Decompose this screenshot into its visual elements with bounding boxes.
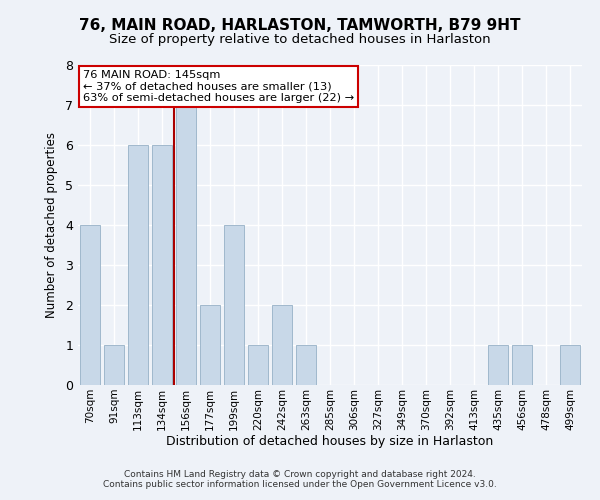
Bar	[296, 345, 316, 385]
X-axis label: Distribution of detached houses by size in Harlaston: Distribution of detached houses by size …	[166, 436, 494, 448]
Bar	[488, 345, 508, 385]
Bar	[104, 345, 124, 385]
Bar	[248, 345, 268, 385]
Bar	[176, 105, 196, 385]
Text: 76, MAIN ROAD, HARLASTON, TAMWORTH, B79 9HT: 76, MAIN ROAD, HARLASTON, TAMWORTH, B79 …	[79, 18, 521, 32]
Bar	[200, 305, 220, 385]
Bar	[512, 345, 532, 385]
Bar	[80, 225, 100, 385]
Y-axis label: Number of detached properties: Number of detached properties	[45, 132, 58, 318]
Bar	[128, 145, 148, 385]
Text: Size of property relative to detached houses in Harlaston: Size of property relative to detached ho…	[109, 32, 491, 46]
Text: 76 MAIN ROAD: 145sqm
← 37% of detached houses are smaller (13)
63% of semi-detac: 76 MAIN ROAD: 145sqm ← 37% of detached h…	[83, 70, 354, 103]
Bar	[272, 305, 292, 385]
Text: Contains HM Land Registry data © Crown copyright and database right 2024.
Contai: Contains HM Land Registry data © Crown c…	[103, 470, 497, 489]
Bar	[224, 225, 244, 385]
Bar	[560, 345, 580, 385]
Bar	[152, 145, 172, 385]
